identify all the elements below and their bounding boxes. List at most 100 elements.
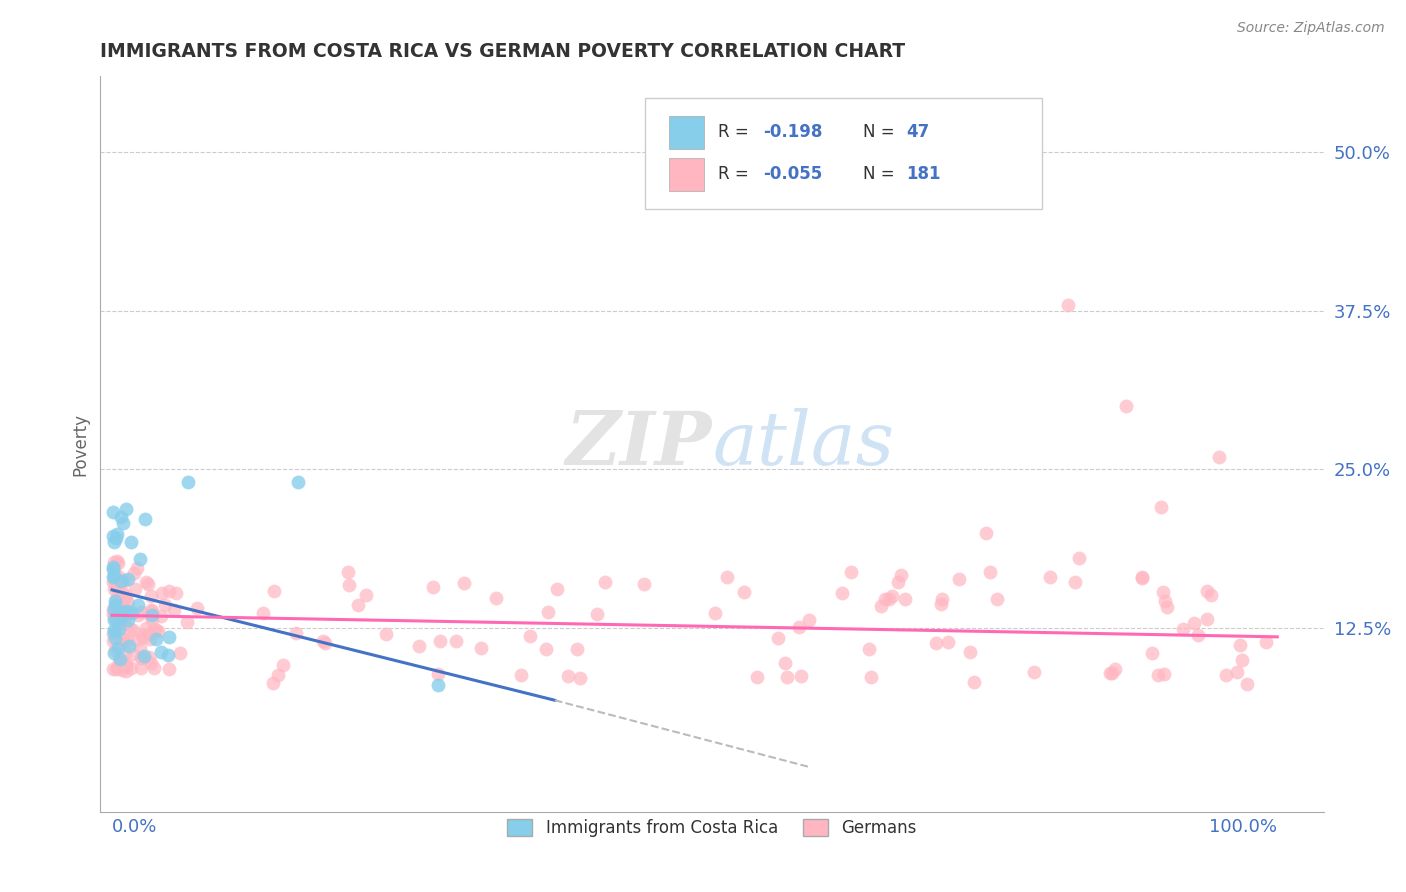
Point (1229, 638, 1251, 652)
Point (427, 678, 450, 692)
Point (186, 601, 208, 615)
Point (1056, 297, 1078, 311)
Point (111, 607, 134, 621)
Point (585, 607, 607, 622)
Point (974, 525, 997, 540)
Point (1130, 570, 1153, 584)
Point (157, 583, 180, 598)
Point (117, 613, 139, 627)
Point (107, 661, 129, 675)
Point (959, 644, 981, 658)
Point (110, 610, 132, 624)
Point (145, 632, 167, 646)
Point (1232, 653, 1254, 667)
Point (105, 554, 128, 568)
Point (263, 583, 285, 598)
Point (1104, 662, 1126, 676)
Text: Source: ZipAtlas.com: Source: ZipAtlas.com (1237, 21, 1385, 36)
Point (159, 662, 181, 676)
Point (1256, 635, 1278, 649)
Point (537, 605, 560, 619)
Point (284, 625, 307, 640)
Point (141, 603, 163, 617)
Point (776, 670, 799, 684)
Point (797, 613, 820, 627)
Point (557, 668, 579, 682)
Point (112, 516, 135, 531)
Point (1142, 646, 1164, 660)
Point (104, 643, 127, 657)
Point (129, 650, 152, 665)
Point (141, 607, 163, 622)
Point (103, 646, 125, 660)
Point (120, 534, 142, 549)
Point (114, 659, 136, 673)
Point (105, 598, 128, 612)
FancyBboxPatch shape (645, 98, 1042, 209)
Point (103, 624, 125, 639)
Point (145, 624, 167, 638)
Point (103, 609, 125, 624)
Point (519, 629, 541, 643)
Point (103, 569, 125, 583)
Point (101, 505, 124, 519)
Point (115, 604, 138, 618)
Point (107, 623, 129, 637)
Text: N =: N = (863, 166, 900, 184)
Point (716, 569, 738, 583)
Point (1152, 585, 1174, 599)
Point (105, 610, 128, 624)
Point (485, 591, 508, 606)
Point (104, 571, 127, 585)
Point (1150, 500, 1173, 515)
Point (104, 631, 127, 645)
Point (139, 632, 162, 646)
Point (129, 640, 152, 655)
Point (127, 598, 149, 612)
Point (894, 592, 917, 607)
Point (733, 585, 755, 599)
Point (103, 570, 125, 584)
Point (839, 566, 862, 580)
Text: atlas: atlas (711, 408, 894, 480)
Point (1069, 551, 1091, 566)
Point (101, 528, 124, 542)
Point (115, 502, 138, 516)
Point (1197, 612, 1219, 626)
Point (1187, 627, 1209, 641)
Point (252, 606, 274, 620)
Point (1101, 666, 1123, 681)
Point (546, 582, 568, 596)
Point (110, 611, 132, 625)
Point (858, 641, 880, 656)
Point (567, 641, 589, 656)
Point (789, 620, 811, 634)
Point (110, 603, 132, 617)
Point (111, 585, 134, 599)
Point (1099, 666, 1122, 681)
Point (122, 648, 145, 662)
Text: 47: 47 (907, 123, 929, 142)
Point (112, 633, 135, 648)
Point (103, 613, 125, 627)
Point (127, 608, 149, 623)
Point (114, 659, 136, 673)
Point (1215, 667, 1237, 681)
Point (101, 574, 124, 589)
Point (1146, 667, 1168, 681)
Point (1156, 600, 1178, 615)
Point (112, 605, 135, 619)
Point (121, 607, 143, 621)
Point (595, 574, 617, 589)
Point (287, 475, 309, 489)
Point (766, 631, 789, 645)
Point (163, 602, 186, 616)
Point (1208, 450, 1230, 464)
Point (347, 598, 370, 612)
FancyBboxPatch shape (669, 116, 703, 149)
Point (165, 586, 187, 600)
Point (314, 636, 336, 650)
Point (108, 637, 131, 651)
Point (1236, 677, 1258, 691)
Point (1064, 574, 1087, 589)
